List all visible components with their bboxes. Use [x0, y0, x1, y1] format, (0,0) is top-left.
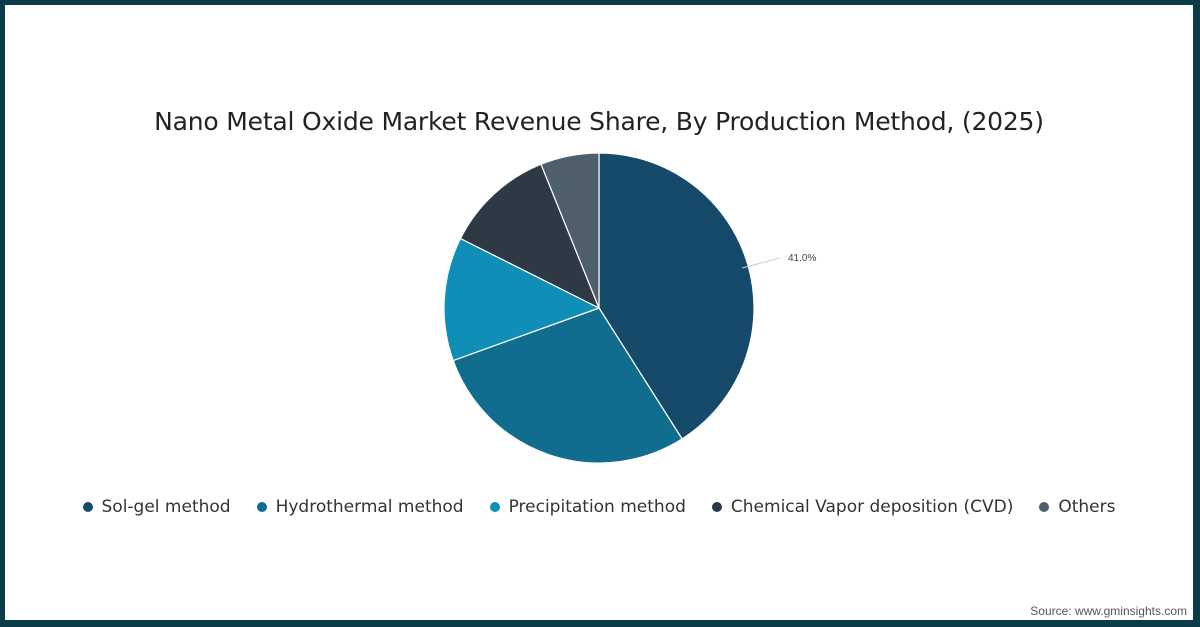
pie-slice-precipitation-method[interactable]	[443, 237, 601, 362]
legend: Sol-gel method Hydrothermal method Preci…	[5, 497, 1193, 517]
pie-slice-chemical-vapor-deposition-cvd[interactable]	[459, 163, 601, 310]
legend-item-sol-gel[interactable]: Sol-gel method	[82, 497, 231, 517]
pie-slice-sol-gel-method[interactable]	[598, 152, 755, 440]
legend-dot-icon	[256, 502, 267, 512]
legend-label: Others	[1058, 497, 1116, 517]
pie-slice-others[interactable]	[540, 152, 600, 309]
pie-slices	[443, 152, 755, 464]
legend-dot-icon	[711, 502, 722, 512]
legend-dot-icon	[489, 502, 500, 512]
pie-slice-hydrothermal-method[interactable]	[452, 307, 683, 464]
legend-item-cvd[interactable]: Chemical Vapor deposition (CVD)	[711, 497, 1014, 517]
legend-item-precipitation[interactable]: Precipitation method	[489, 497, 686, 517]
legend-dot-icon	[82, 502, 93, 512]
legend-label: Hydrothermal method	[275, 497, 464, 517]
data-label: 41.0%	[788, 253, 816, 264]
legend-label: Sol-gel method	[101, 497, 231, 517]
legend-item-others[interactable]: Others	[1039, 497, 1115, 517]
pie-chart: 41.0%	[443, 152, 816, 464]
legend-label: Precipitation method	[508, 497, 686, 517]
chart-title: Nano Metal Oxide Market Revenue Share, B…	[154, 107, 1044, 136]
legend-label: Chemical Vapor deposition (CVD)	[730, 497, 1014, 517]
chart-card: Nano Metal Oxide Market Revenue Share, B…	[5, 5, 1193, 620]
legend-dot-icon	[1039, 502, 1050, 512]
legend-item-hydrothermal[interactable]: Hydrothermal method	[256, 497, 464, 517]
data-label-sol-gel: 41.0%	[741, 253, 816, 269]
source-text: Source: www.gminsights.com	[1030, 604, 1187, 618]
